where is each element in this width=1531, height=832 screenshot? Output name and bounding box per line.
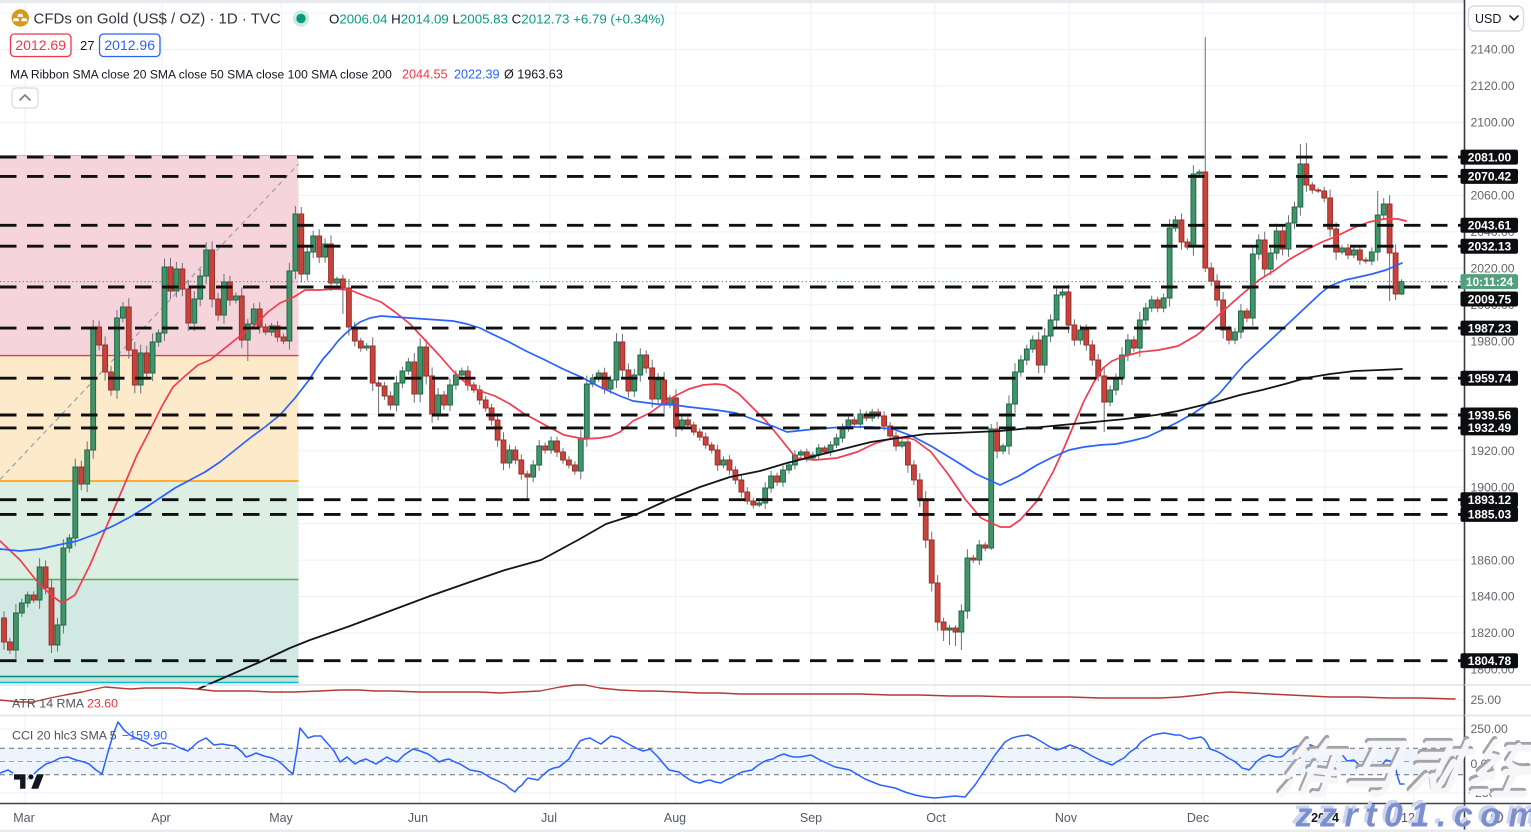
- svg-text:Jul: Jul: [541, 811, 557, 825]
- svg-text:2081.00: 2081.00: [1468, 150, 1512, 164]
- svg-text:Sep: Sep: [800, 811, 822, 825]
- svg-text:10:11:24: 10:11:24: [1466, 275, 1514, 289]
- svg-text:USD: USD: [1475, 12, 1501, 26]
- svg-text:1885.03: 1885.03: [1468, 508, 1512, 522]
- svg-text:Mar: Mar: [13, 811, 35, 825]
- svg-text:1820.00: 1820.00: [1471, 626, 1515, 640]
- svg-text:CFDs on Gold (US$ / OZ) · 1D ·: CFDs on Gold (US$ / OZ) · 1D · TVC: [34, 11, 281, 28]
- svg-text:25.00: 25.00: [1471, 693, 1502, 707]
- svg-text:Oct: Oct: [926, 811, 946, 825]
- svg-text:Nov: Nov: [1055, 811, 1078, 825]
- svg-text:1939.56: 1939.56: [1468, 408, 1512, 422]
- svg-text:27: 27: [80, 38, 94, 53]
- svg-text:CCI 20 hlc3 SMA 5: CCI 20 hlc3 SMA 5: [12, 729, 117, 743]
- svg-text:1893.12: 1893.12: [1468, 493, 1512, 507]
- svg-text:2012.69: 2012.69: [15, 37, 66, 53]
- svg-text:2120.00: 2120.00: [1471, 79, 1515, 93]
- svg-text:250.00: 250.00: [1471, 722, 1508, 736]
- svg-text:1932.49: 1932.49: [1468, 421, 1512, 435]
- svg-text:2032.13: 2032.13: [1468, 240, 1512, 254]
- svg-text:1900.00: 1900.00: [1471, 480, 1515, 494]
- svg-text:2009.75: 2009.75: [1468, 292, 1512, 306]
- svg-text:Dec: Dec: [1187, 811, 1209, 825]
- svg-text:zzrt01.com: zzrt01.com: [1295, 797, 1531, 832]
- svg-text:2070.42: 2070.42: [1468, 170, 1512, 184]
- svg-text:−159.90: −159.90: [122, 729, 167, 743]
- svg-text:Jun: Jun: [408, 811, 428, 825]
- svg-text:12: 12: [1401, 811, 1415, 825]
- svg-text:Aug: Aug: [664, 811, 686, 825]
- svg-text:May: May: [269, 811, 293, 825]
- svg-text:2012.96: 2012.96: [104, 37, 155, 53]
- svg-text:1959.74: 1959.74: [1468, 372, 1512, 386]
- svg-text:O2006.04 H2014.09 L2005.83 C20: O2006.04 H2014.09 L2005.83 C2012.73 +6.7…: [329, 11, 665, 26]
- svg-text:2140.00: 2140.00: [1471, 43, 1515, 57]
- svg-text:1920.00: 1920.00: [1471, 444, 1515, 458]
- svg-text:2100.00: 2100.00: [1471, 116, 1515, 130]
- svg-text:1840.00: 1840.00: [1471, 590, 1515, 604]
- svg-text:Apr: Apr: [151, 811, 170, 825]
- svg-text:23.60: 23.60: [87, 697, 118, 711]
- svg-text:2044.55: 2044.55: [402, 67, 448, 81]
- svg-text:1804.78: 1804.78: [1468, 654, 1512, 668]
- svg-text:1980.00: 1980.00: [1471, 335, 1515, 349]
- svg-text:MA Ribbon SMA close 20 SMA clo: MA Ribbon SMA close 20 SMA close 50 SMA …: [10, 67, 392, 81]
- svg-text:zzrt01.com: zzrt01.com: [1292, 794, 1531, 832]
- svg-text:Ø 1963.63: Ø 1963.63: [504, 67, 563, 81]
- svg-text:2024: 2024: [1311, 811, 1339, 825]
- svg-text:2022.39: 2022.39: [454, 67, 500, 81]
- svg-text:2060.00: 2060.00: [1471, 189, 1515, 203]
- svg-text:ATR 14 RMA: ATR 14 RMA: [12, 697, 85, 711]
- svg-text:1860.00: 1860.00: [1471, 553, 1515, 567]
- svg-text:1987.23: 1987.23: [1468, 321, 1512, 335]
- svg-text:2043.61: 2043.61: [1468, 219, 1512, 233]
- svg-text:2020.00: 2020.00: [1471, 262, 1515, 276]
